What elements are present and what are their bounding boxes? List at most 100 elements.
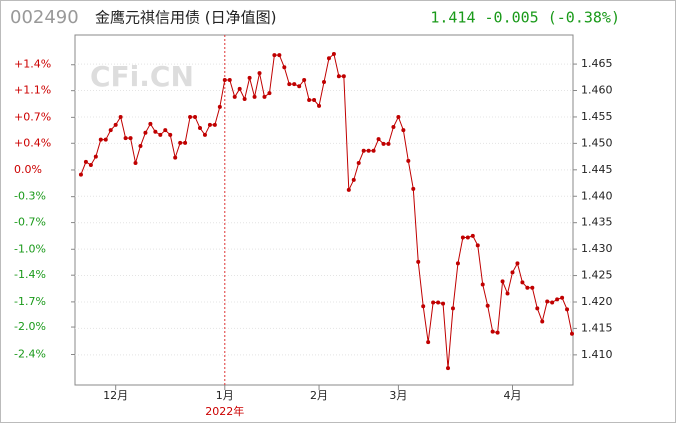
point — [88, 163, 93, 168]
y2-tick-label: +1.1% — [14, 84, 51, 97]
y2-tick-label: -2.0% — [14, 320, 46, 333]
x-tick-label: 12月 — [103, 389, 128, 402]
latest-value: 1.414 -0.005 (-0.38%) — [430, 9, 620, 27]
y2-tick-label: -0.3% — [14, 190, 46, 203]
y2-tick-label: -2.4% — [14, 347, 46, 360]
line — [80, 53, 573, 369]
point — [535, 306, 540, 311]
point — [193, 114, 198, 119]
point — [436, 300, 441, 305]
y-tick-label: 1.445 — [581, 163, 613, 176]
point — [108, 128, 113, 133]
point — [520, 280, 525, 285]
point — [217, 104, 222, 109]
point — [232, 94, 237, 99]
point — [455, 261, 460, 266]
point — [257, 71, 262, 76]
y-tick-label: 1.415 — [581, 321, 613, 334]
point — [123, 136, 128, 141]
point — [163, 128, 168, 133]
point — [545, 299, 550, 304]
point — [411, 186, 416, 191]
point — [351, 177, 356, 182]
point — [485, 303, 490, 308]
point — [336, 74, 341, 79]
point — [565, 307, 570, 312]
point — [282, 65, 287, 70]
point — [371, 148, 376, 153]
point — [247, 75, 252, 80]
point — [346, 187, 351, 192]
point — [396, 114, 401, 119]
point — [495, 330, 500, 335]
y2-tick-label: +0.4% — [14, 136, 51, 149]
fund-code: 002490 — [10, 7, 79, 28]
point — [416, 259, 421, 264]
point — [421, 304, 426, 309]
point — [381, 141, 386, 146]
point — [525, 285, 530, 290]
point — [148, 121, 153, 126]
point — [103, 137, 108, 142]
y-tick-label: 1.435 — [581, 216, 613, 229]
y2-tick-label: -1.0% — [14, 242, 46, 255]
y-tick-label: 1.465 — [581, 57, 613, 70]
y2-tick-label: 0.0% — [14, 163, 42, 176]
point — [307, 98, 312, 103]
point — [83, 159, 88, 164]
point — [510, 270, 515, 275]
point — [317, 103, 322, 108]
point — [138, 144, 143, 149]
point — [550, 300, 555, 305]
point — [406, 158, 411, 163]
point — [128, 136, 133, 141]
point — [277, 53, 282, 58]
point — [267, 91, 272, 96]
point — [227, 77, 232, 82]
watermark: CFi.CN — [90, 60, 194, 93]
point — [183, 140, 188, 145]
plot-area — [74, 34, 574, 386]
point — [505, 291, 510, 296]
point — [490, 329, 495, 334]
point — [118, 114, 123, 119]
point — [555, 297, 560, 302]
point — [302, 77, 307, 82]
point — [197, 126, 202, 131]
y-tick-label: 1.425 — [581, 269, 613, 282]
y2-tick-label: -1.4% — [14, 268, 46, 281]
point — [376, 137, 381, 142]
x-tick-label: 4月 — [503, 389, 521, 402]
point — [391, 124, 396, 129]
point — [441, 301, 446, 306]
point — [207, 122, 212, 127]
point — [386, 141, 391, 146]
x-tick-label: 1月 — [216, 389, 234, 402]
point — [222, 77, 227, 82]
point — [212, 122, 217, 127]
point — [431, 300, 436, 305]
point — [178, 140, 183, 145]
point — [530, 285, 535, 290]
point — [331, 52, 336, 57]
point — [272, 53, 277, 58]
point — [237, 86, 242, 91]
point — [78, 172, 83, 177]
point — [500, 279, 505, 284]
point — [93, 154, 98, 159]
point — [401, 128, 406, 133]
point — [540, 319, 545, 324]
x-tick-label: 2月 — [310, 389, 328, 402]
point — [341, 74, 346, 79]
point — [252, 94, 257, 99]
y-tick-label: 1.460 — [581, 84, 613, 97]
point — [133, 160, 138, 165]
y-tick-label: 1.420 — [581, 295, 613, 308]
point — [158, 132, 163, 137]
y2-tick-label: +0.7% — [14, 110, 51, 123]
point — [465, 235, 470, 240]
point — [560, 295, 565, 300]
point — [361, 148, 366, 153]
y-tick-label: 1.450 — [581, 136, 613, 149]
